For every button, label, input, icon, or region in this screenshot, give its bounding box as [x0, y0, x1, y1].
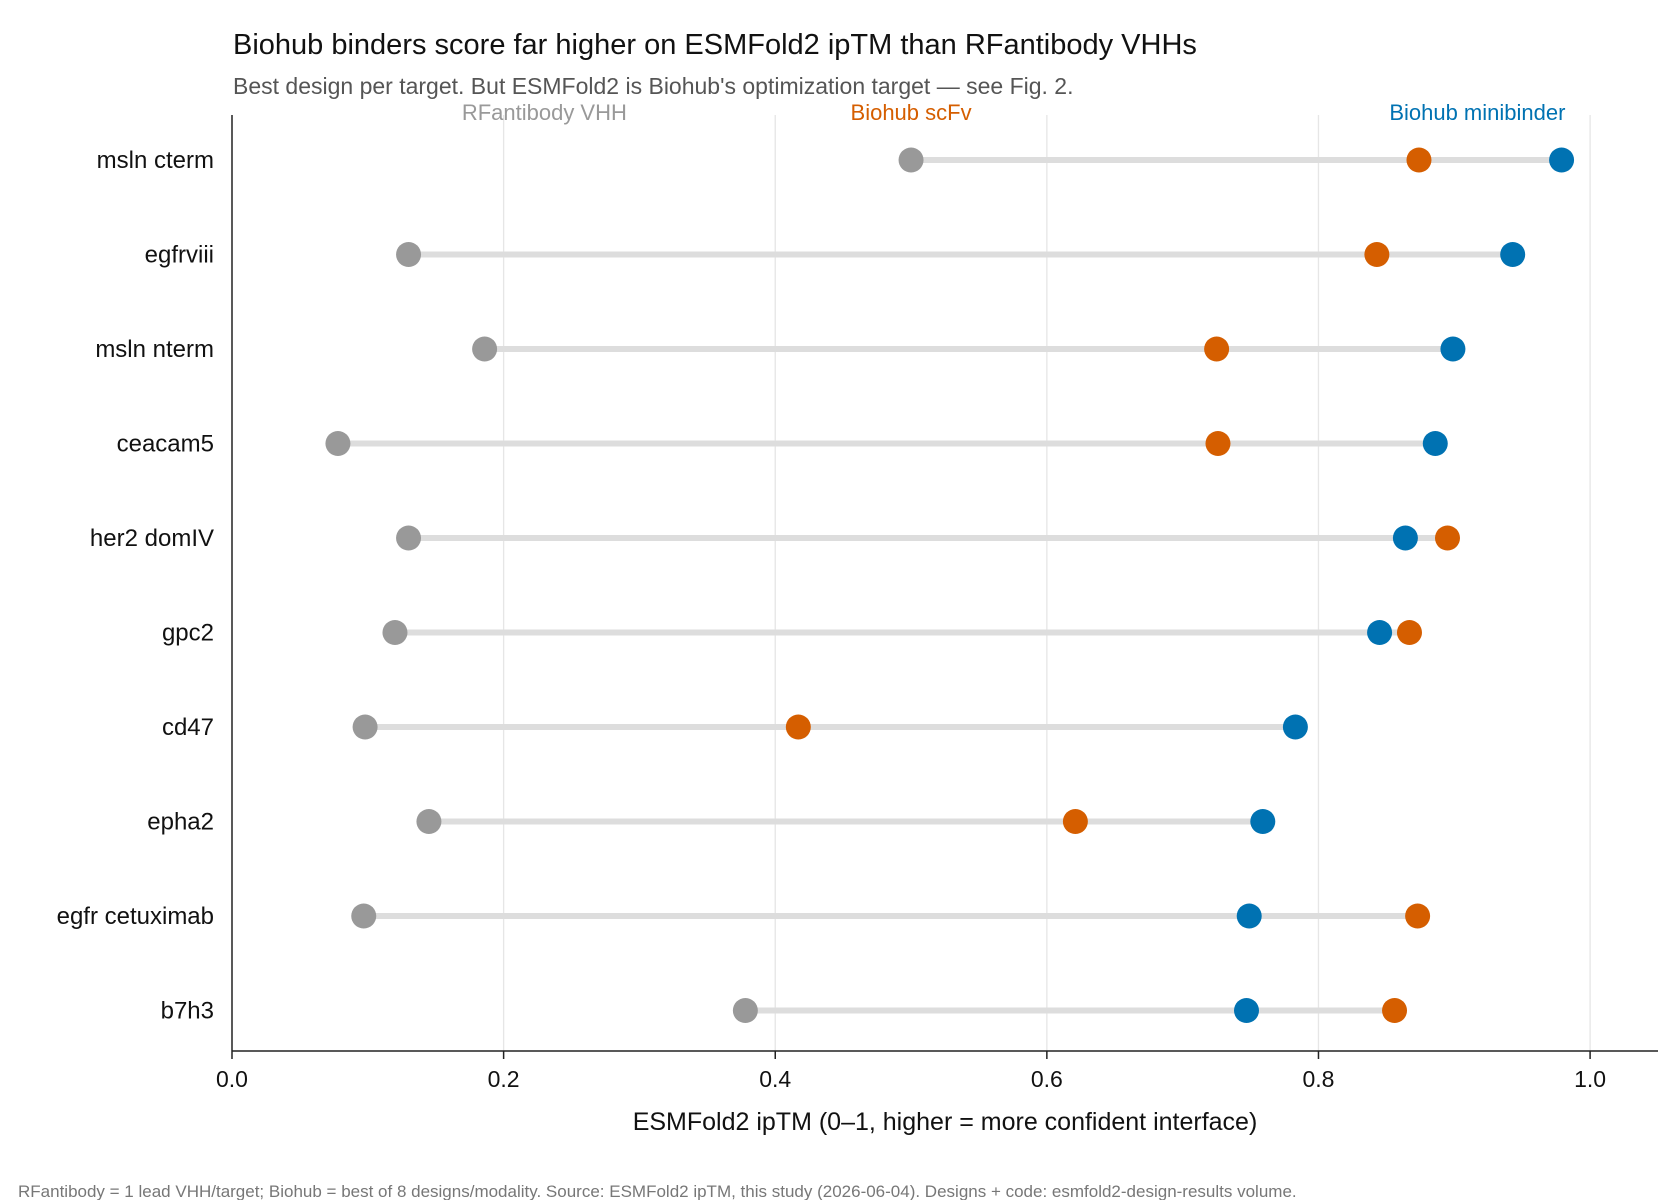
category-label: msln cterm — [97, 147, 214, 174]
x-tick-label: 0.2 — [488, 1066, 520, 1092]
dot-rfantibody-vhh — [352, 714, 378, 740]
footnote: RFantibody = 1 lead VHH/target; Biohub =… — [18, 1182, 1297, 1200]
dot-rfantibody-vhh — [472, 336, 498, 362]
row-egfr-cetuximab: egfr cetuximab — [57, 903, 1431, 930]
dot-biohub-minibinder — [1440, 336, 1466, 362]
dot-biohub-minibinder — [1282, 714, 1308, 740]
dot-biohub-scfv — [1406, 147, 1432, 173]
category-label: epha2 — [147, 809, 214, 836]
dot-rfantibody-vhh — [898, 147, 924, 173]
dot-biohub-minibinder — [1422, 431, 1448, 456]
dot-biohub-scfv — [1205, 431, 1231, 456]
grid-lines — [502, 115, 1591, 1051]
row-msln-cterm: msln cterm — [97, 147, 1575, 174]
dot-biohub-scfv — [1062, 809, 1088, 834]
row-her2-domIV: her2 domIV — [90, 525, 1460, 552]
category-label: gpc2 — [162, 620, 214, 647]
row-msln-nterm: msln nterm — [95, 336, 1466, 363]
dot-rfantibody-vhh — [416, 809, 442, 834]
dot-biohub-scfv — [1405, 903, 1431, 929]
dot-biohub-scfv — [1434, 525, 1460, 551]
dot-biohub-minibinder — [1233, 998, 1259, 1023]
x-tick-label: 0.6 — [1031, 1066, 1063, 1092]
dot-biohub-minibinder — [1500, 242, 1526, 267]
dot-biohub-minibinder — [1367, 620, 1393, 645]
series-label: RFantibody VHH — [462, 100, 627, 125]
dot-biohub-minibinder — [1236, 903, 1262, 929]
dot-biohub-minibinder — [1250, 809, 1276, 834]
dot-biohub-minibinder — [1549, 147, 1575, 173]
dot-biohub-minibinder — [1392, 525, 1418, 551]
dot-rfantibody-vhh — [396, 525, 422, 551]
dot-rfantibody-vhh — [396, 242, 422, 267]
row-b7h3: b7h3 — [161, 998, 1408, 1025]
category-label: msln nterm — [95, 336, 214, 363]
data-rows: msln cterm egfrviii msln nterm ceacam5 her2 … — [57, 147, 1575, 1025]
chart-subtitle: Best design per target. But ESMFold2 is … — [233, 73, 1073, 99]
series-label: Biohub scFv — [851, 100, 972, 125]
x-tick-label: 0.8 — [1302, 1066, 1334, 1092]
x-tick-label: 0.0 — [216, 1066, 248, 1092]
x-axis-label: ESMFold2 ipTM (0–1, higher = more confid… — [633, 1108, 1258, 1136]
series-labels: RFantibody VHH Biohub scFv Biohub minibind… — [462, 100, 1566, 125]
dot-rfantibody-vhh — [382, 620, 408, 645]
category-label: egfr cetuximab — [57, 903, 214, 930]
dot-biohub-scfv — [1396, 620, 1422, 645]
category-label: b7h3 — [161, 998, 214, 1025]
dot-rfantibody-vhh — [732, 998, 758, 1023]
axes — [231, 115, 1658, 1052]
row-egfrviii: egfrviii — [145, 242, 1526, 269]
dot-biohub-scfv — [1382, 998, 1408, 1023]
row-gpc2: gpc2 — [162, 620, 1422, 647]
dot-biohub-scfv — [785, 714, 811, 740]
x-tick-label: 1.0 — [1574, 1066, 1606, 1092]
dot-biohub-scfv — [1364, 242, 1390, 267]
dot-biohub-scfv — [1204, 336, 1230, 362]
x-ticks: 0.0 0.2 0.4 0.6 0.8 1.0 — [216, 1051, 1606, 1092]
chart-title: Biohub binders score far higher on ESMFo… — [233, 29, 1197, 61]
row-epha2: epha2 — [147, 809, 1276, 836]
category-label: her2 domIV — [90, 525, 214, 552]
category-label: ceacam5 — [117, 431, 214, 458]
category-label: cd47 — [162, 714, 214, 741]
row-cd47: cd47 — [162, 714, 1308, 741]
dot-rfantibody-vhh — [351, 903, 377, 929]
dot-rfantibody-vhh — [325, 431, 351, 456]
series-label: Biohub minibinder — [1389, 100, 1565, 125]
category-label: egfrviii — [145, 242, 214, 269]
row-ceacam5: ceacam5 — [117, 431, 1448, 458]
x-tick-label: 0.4 — [759, 1066, 791, 1092]
